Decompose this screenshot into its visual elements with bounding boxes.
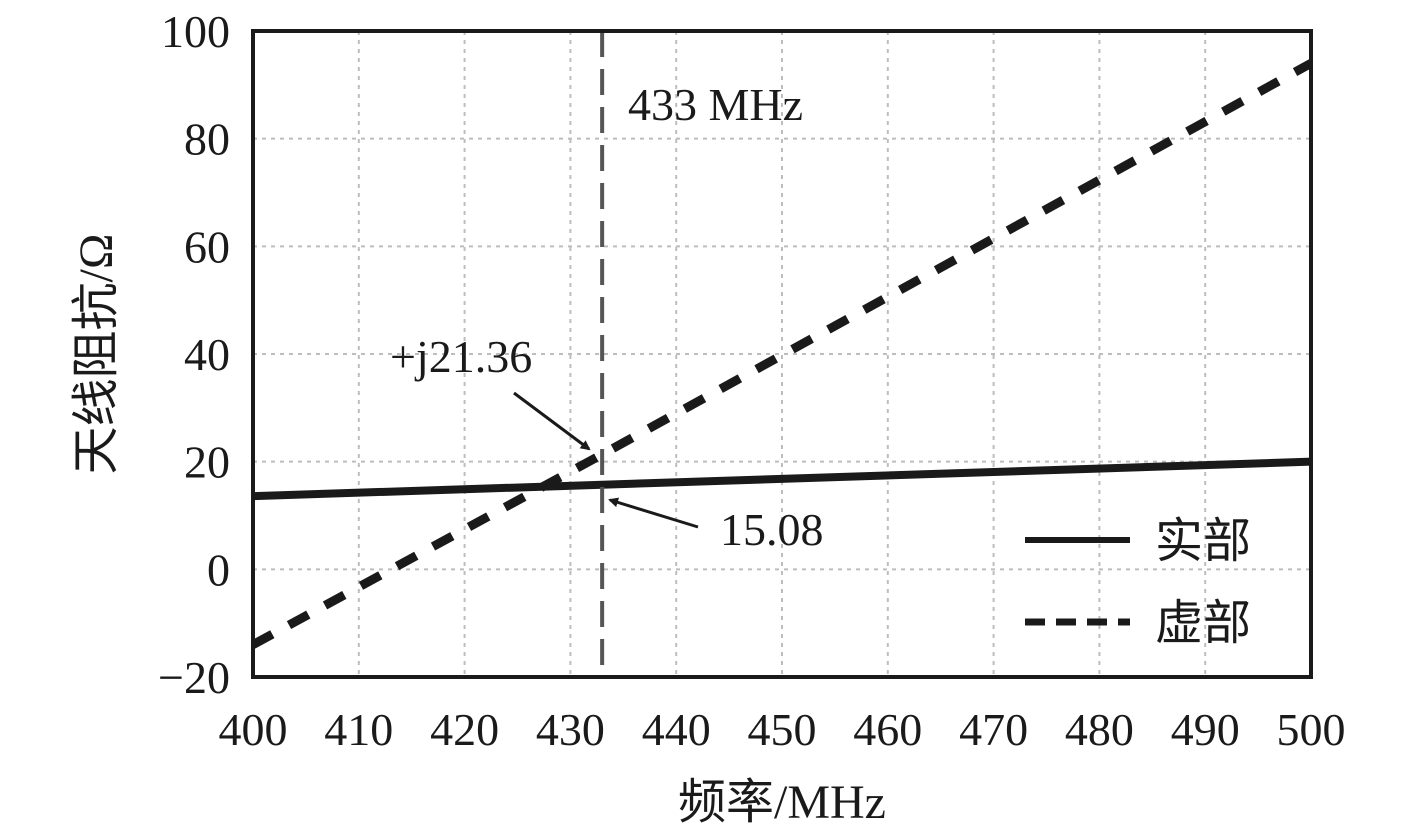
y-tick-label: 100 (161, 6, 230, 57)
y-tick-label: 40 (184, 329, 230, 380)
x-tick-labels: 400 410 420 430 440 450 460 470 480 490 500 (219, 704, 1346, 755)
x-tick-label: 410 (324, 704, 393, 755)
annotation-imag-value: +j21.36 (390, 331, 532, 382)
y-tick-label: 80 (184, 114, 230, 165)
annotation-imag-arrow (513, 391, 591, 451)
x-tick-label: 500 (1277, 704, 1346, 755)
y-tick-labels: −20 0 20 40 60 80 100 (158, 6, 230, 703)
annotation-real-value: 15.08 (720, 504, 824, 555)
x-tick-label: 420 (430, 704, 499, 755)
series-line-real (252, 457, 1312, 501)
legend: 实部 虚部 (1025, 515, 1251, 650)
x-tick-label: 490 (1171, 704, 1240, 755)
reference-line-label: 433 MHz (628, 79, 803, 130)
x-tick-label: 450 (748, 704, 817, 755)
y-tick-label: −20 (158, 652, 230, 703)
x-tick-label: 430 (536, 704, 605, 755)
y-tick-label: 20 (184, 437, 230, 488)
legend-label-real: 实部 (1155, 515, 1251, 568)
y-tick-label: 60 (184, 221, 230, 272)
x-tick-label: 470 (959, 704, 1028, 755)
x-tick-label: 440 (642, 704, 711, 755)
legend-label-imag: 虚部 (1155, 597, 1251, 650)
series-layer (250, 59, 1314, 649)
x-tick-label: 460 (853, 704, 922, 755)
x-tick-label: 400 (219, 704, 288, 755)
annotation-real-arrow (608, 497, 699, 529)
y-axis-label: 天线阻抗/Ω (70, 233, 123, 474)
series-line-imag (250, 59, 1314, 649)
x-axis-label: 频率/MHz (678, 776, 886, 829)
x-tick-label: 480 (1065, 704, 1134, 755)
y-tick-label: 0 (207, 544, 230, 595)
plot-frame (251, 29, 1313, 679)
